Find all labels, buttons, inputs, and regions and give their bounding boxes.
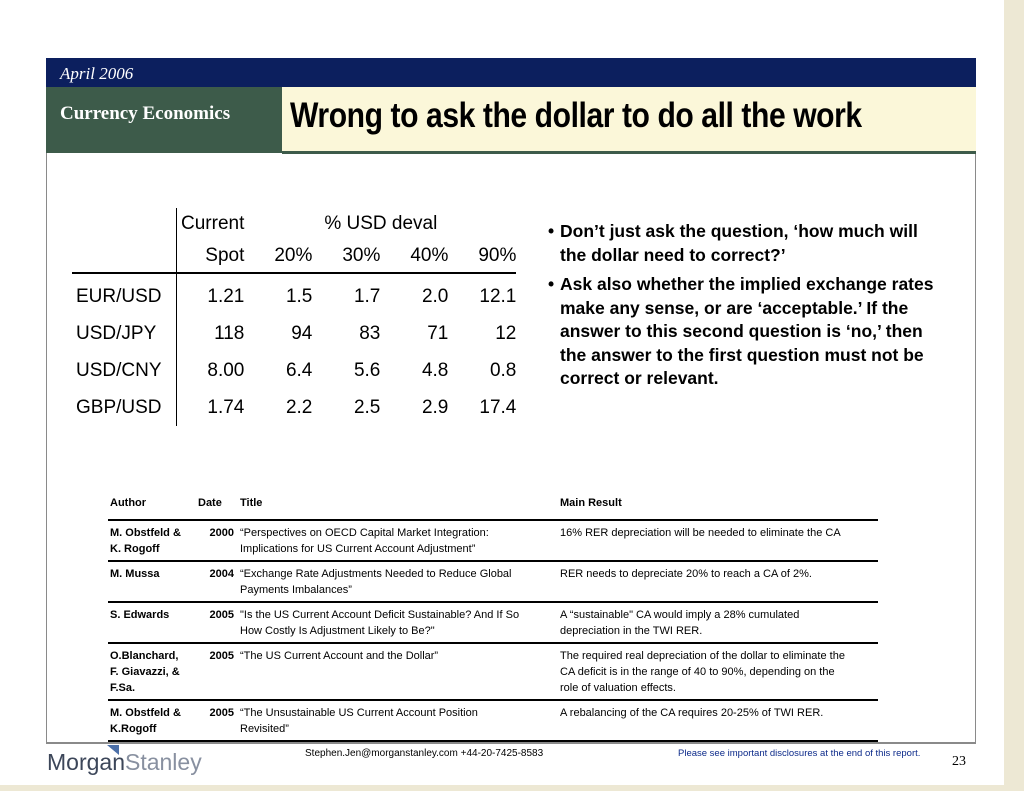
- fx-deval-table: Current% USD deval Spot 20% 30% 40% 90% EUR/US…: [72, 208, 517, 426]
- study-title: “The Unsustainable US Current Account Po…: [238, 700, 558, 742]
- currency-pair: EUR/USD: [72, 273, 177, 315]
- fx-value: 1.21: [207, 285, 245, 307]
- fx-header-cell: Spot: [176, 240, 245, 274]
- study-result: A rebalancing of the CA requires 20-25% …: [558, 700, 878, 742]
- study-title: "Is the US Current Account Deficit Susta…: [238, 602, 558, 644]
- study-date: 2005: [196, 700, 238, 742]
- fx-value: 2.5: [353, 396, 381, 418]
- logo-stanley: Stanley: [124, 749, 202, 775]
- fx-header-cell: [72, 240, 177, 274]
- footer-divider: [46, 743, 976, 744]
- fx-value: 12: [495, 322, 517, 344]
- literature-table: Author Date Title Main Result M. Obstfel…: [108, 491, 878, 742]
- currency-pair: GBP/USD: [72, 389, 177, 426]
- fx-value: 1.74: [207, 396, 245, 418]
- logo-morgan: Morgan: [47, 749, 125, 775]
- title-panel: [282, 87, 976, 154]
- literature-row: S. Edwards 2005 "Is the US Current Account…: [108, 602, 878, 644]
- study-author: O.Blanchard, F. Giavazzi, & F.Sa.: [108, 643, 196, 701]
- fx-value: 1.5: [285, 285, 313, 307]
- fx-table-row: USD/JPY 118 94 83 71 12: [72, 315, 516, 352]
- study-date: 2004: [196, 561, 238, 603]
- fx-value: 8.00: [207, 359, 245, 381]
- col-header-result: Main Result: [558, 491, 878, 521]
- fx-value: 4.8: [421, 359, 449, 381]
- fx-header-row: Spot 20% 30% 40% 90%: [72, 240, 517, 274]
- study-title: “Exchange Rate Adjustments Needed to Red…: [238, 561, 558, 603]
- fx-header-cell: 90%: [448, 240, 517, 274]
- fx-value: 2.2: [285, 396, 313, 418]
- study-title: “The US Current Account and the Dollar”: [238, 643, 558, 701]
- currency-pair: USD/JPY: [72, 315, 177, 352]
- disclosures-link[interactable]: Please see important disclosures at the …: [678, 748, 921, 759]
- logo-mark-icon: [107, 745, 119, 755]
- contact-info: Stephen.Jen@morganstanley.com +44-20-742…: [305, 748, 544, 759]
- fx-value: 2.9: [421, 396, 449, 418]
- bullet-dot-icon: •: [548, 274, 555, 294]
- fx-table-row: USD/CNY 8.00 6.4 5.6 4.8 0.8: [72, 352, 516, 389]
- study-date: 2000: [196, 520, 238, 562]
- literature-header-row: Author Date Title Main Result: [108, 491, 878, 521]
- bullet-point: • Don’t just ask the question, ‘how much…: [548, 220, 938, 267]
- literature-row: M. Obstfeld & K. Rogoff 2000 “Perspectives …: [108, 520, 878, 562]
- fx-value: 2.0: [421, 285, 449, 307]
- slide-title: Wrong to ask the dollar to do all the wo…: [290, 96, 862, 135]
- bullet-dot-icon: •: [548, 221, 555, 241]
- literature-row: M. Mussa 2004 “Exchange Rate Adjustments N…: [108, 561, 878, 603]
- bullet-text: Ask also whether the implied exchange ra…: [560, 274, 934, 388]
- col-header-title: Title: [238, 491, 558, 521]
- study-result: RER needs to depreciate 20% to reach a C…: [558, 561, 878, 603]
- bullet-text: Don’t just ask the question, ‘how much w…: [560, 221, 918, 265]
- study-date: 2005: [196, 602, 238, 644]
- study-result: The required real depreciation of the do…: [558, 643, 878, 701]
- fx-header-cell: Current: [181, 213, 245, 234]
- report-date: April 2006: [60, 64, 134, 83]
- col-header-author: Author: [108, 491, 196, 521]
- study-result: 16% RER depreciation will be needed to e…: [558, 520, 878, 562]
- study-author: M. Mussa: [108, 561, 196, 603]
- fx-header-cell: % USD deval: [324, 213, 438, 234]
- fx-value: 12.1: [479, 285, 517, 307]
- morgan-stanley-logo: MorganStanley: [47, 749, 202, 776]
- study-author: S. Edwards: [108, 602, 196, 644]
- header-bar: [46, 58, 976, 87]
- currency-pair: USD/CNY: [72, 352, 177, 389]
- study-title: “Perspectives on OECD Capital Market Int…: [238, 520, 558, 562]
- right-margin-strip: [1004, 0, 1024, 791]
- fx-header-cell: 40%: [380, 240, 449, 274]
- fx-value: 118: [214, 322, 245, 344]
- fx-header-row: Current % USD deval: [72, 208, 516, 240]
- key-points: • Don’t just ask the question, ‘how much…: [548, 220, 938, 397]
- fx-header-cell: [72, 208, 177, 240]
- study-author: M. Obstfeld & K.Rogoff: [108, 700, 196, 742]
- bottom-margin-strip: [0, 785, 1024, 791]
- fx-value: 71: [427, 322, 449, 344]
- fx-value: 6.4: [285, 359, 313, 381]
- study-date: 2005: [196, 643, 238, 701]
- fx-value: 83: [359, 322, 381, 344]
- page-number: 23: [952, 754, 966, 769]
- fx-header-cell: 20%: [244, 240, 313, 274]
- fx-value: 94: [291, 322, 313, 344]
- fx-table-row: EUR/USD 1.21 1.5 1.7 2.0 12.1: [72, 273, 516, 315]
- fx-value: 17.4: [479, 396, 517, 418]
- fx-value: 0.8: [489, 359, 517, 381]
- col-header-date: Date: [196, 491, 238, 521]
- literature-row: O.Blanchard, F. Giavazzi, & F.Sa. 2005 “The …: [108, 643, 878, 701]
- section-label: Currency Economics: [46, 87, 282, 153]
- fx-header-cell: 30%: [312, 240, 381, 274]
- study-author: M. Obstfeld & K. Rogoff: [108, 520, 196, 562]
- fx-table-row: GBP/USD 1.74 2.2 2.5 2.9 17.4: [72, 389, 516, 426]
- bullet-point: • Ask also whether the implied exchange …: [548, 273, 938, 391]
- fx-value: 1.7: [353, 285, 381, 307]
- study-result: A “sustainable" CA would imply a 28% cum…: [558, 602, 878, 644]
- fx-value: 5.6: [353, 359, 381, 381]
- literature-row: M. Obstfeld & K.Rogoff 2005 “The Unsustain…: [108, 700, 878, 742]
